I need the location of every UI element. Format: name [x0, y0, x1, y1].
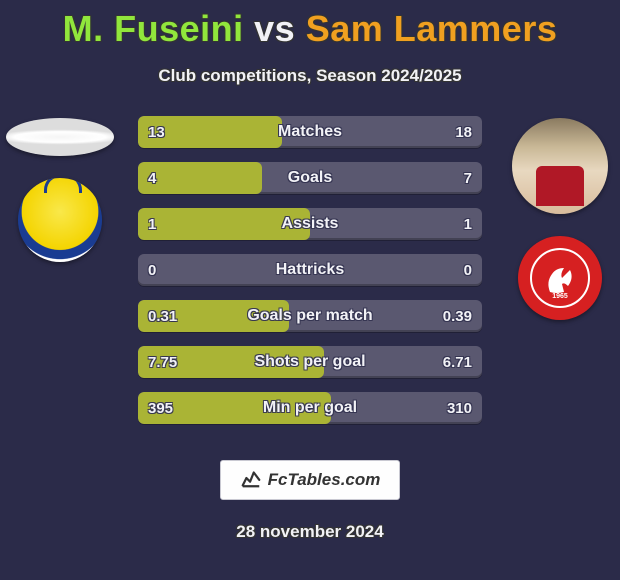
vs-label: vs	[254, 8, 295, 49]
brand-badge[interactable]: FcTables.com	[220, 460, 400, 500]
stat-row: 47Goals	[138, 162, 482, 194]
player2-avatar	[512, 118, 608, 214]
subtitle: Club competitions, Season 2024/2025	[0, 66, 620, 86]
player2-name: Sam Lammers	[306, 8, 558, 49]
stat-value-right: 18	[445, 116, 482, 148]
stat-value-left: 7.75	[138, 346, 187, 378]
player1-club-logo	[18, 178, 102, 262]
comparison-card: M. Fuseini vs Sam Lammers Club competiti…	[0, 0, 620, 580]
stat-value-right: 310	[437, 392, 482, 424]
stat-row: 7.756.71Shots per goal	[138, 346, 482, 378]
stat-label: Hattricks	[138, 254, 482, 286]
content-region: 1965 1318Matches47Goals11Assists00Hattri…	[0, 110, 620, 450]
brand-label: FcTables.com	[268, 470, 381, 490]
player1-avatar	[6, 118, 114, 156]
right-badges: 1965	[506, 118, 614, 320]
stat-value-left: 1	[138, 208, 166, 240]
stat-value-left: 13	[138, 116, 175, 148]
stat-value-right: 1	[454, 208, 482, 240]
stat-row: 11Assists	[138, 208, 482, 240]
stat-row: 395310Min per goal	[138, 392, 482, 424]
page-title: M. Fuseini vs Sam Lammers	[0, 8, 620, 50]
stat-row: 0 0Hattricks	[138, 254, 482, 286]
stat-row: 0.310.39Goals per match	[138, 300, 482, 332]
stat-bars: 1318Matches47Goals11Assists00Hattricks0.…	[138, 116, 482, 424]
chart-icon	[240, 467, 262, 494]
stat-value-left: 0.31	[138, 300, 187, 332]
stat-value-right: 0	[454, 254, 482, 286]
date-label: 28 november 2024	[0, 522, 620, 542]
stat-value-right: 6.71	[433, 346, 482, 378]
stat-value-right: 0.39	[433, 300, 482, 332]
stat-value-left: 0	[138, 254, 166, 286]
svg-text:1965: 1965	[552, 293, 568, 300]
player2-club-logo: 1965	[518, 236, 602, 320]
left-badges	[6, 118, 114, 262]
player1-name: M. Fuseini	[63, 8, 244, 49]
stat-value-left: 395	[138, 392, 183, 424]
stat-row: 1318Matches	[138, 116, 482, 148]
stat-value-left: 4	[138, 162, 166, 194]
stat-value-right: 7	[454, 162, 482, 194]
